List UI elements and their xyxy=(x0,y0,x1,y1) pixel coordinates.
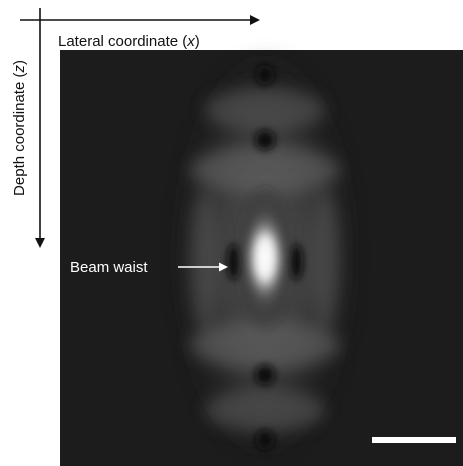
beam-image xyxy=(60,45,463,466)
annotation: Beam waist xyxy=(70,259,148,276)
x-axis-label: Lateral coordinate (x) xyxy=(58,33,200,50)
scale-bar xyxy=(372,437,456,443)
y-axis-label: Depth coordinate (z) xyxy=(11,60,28,196)
